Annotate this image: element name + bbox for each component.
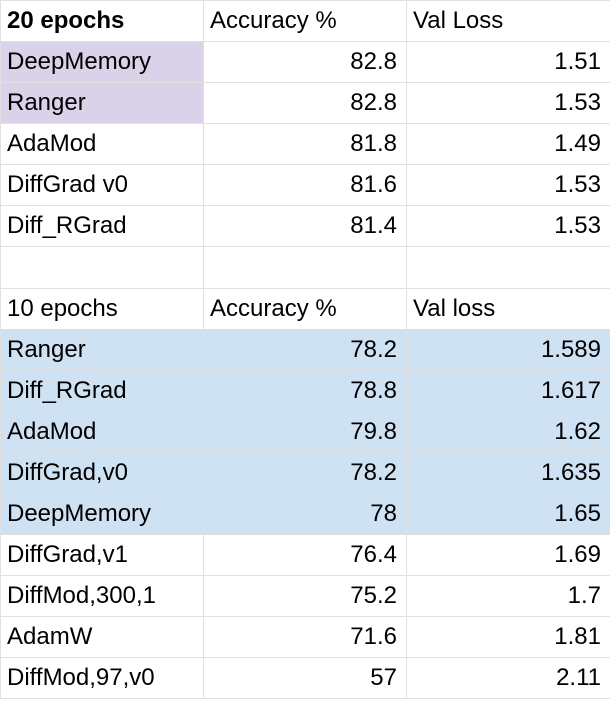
val-loss-cell[interactable]: 1.53 [406,82,610,124]
val-loss-cell[interactable]: 1.589 [406,329,610,371]
optimizer-cell[interactable]: AdamW [0,616,204,658]
optimizer-cell[interactable]: DiffGrad,v1 [0,534,204,576]
empty-cell[interactable] [203,246,407,289]
val-loss-cell[interactable]: 1.51 [406,41,610,83]
results-table: 20 epochs Accuracy % Val Loss DeepMemory 82.… [0,0,610,699]
accuracy-cell[interactable]: 79.8 [203,411,407,453]
table-row: DiffGrad,v1 76.4 1.69 [0,534,610,576]
header-cell-val-loss[interactable]: Val loss [406,288,610,330]
table2-header-row: 10 epochs Accuracy % Val loss [0,288,610,330]
header-cell-label[interactable]: 10 epochs [0,288,204,330]
table-row: DiffGrad,v0 78.2 1.635 [0,452,610,494]
val-loss-cell[interactable]: 1.53 [406,205,610,247]
blank-row [0,246,610,289]
optimizer-cell[interactable]: DiffGrad v0 [0,164,204,206]
empty-cell[interactable] [406,246,610,289]
optimizer-cell[interactable]: DiffMod,97,v0 [0,657,204,699]
optimizer-cell[interactable]: AdaMod [0,411,204,453]
optimizer-cell[interactable]: DiffGrad,v0 [0,452,204,494]
val-loss-cell[interactable]: 2.11 [406,657,610,699]
val-loss-cell[interactable]: 1.49 [406,123,610,165]
val-loss-cell[interactable]: 1.81 [406,616,610,658]
val-loss-cell[interactable]: 1.53 [406,164,610,206]
val-loss-cell[interactable]: 1.7 [406,575,610,617]
optimizer-cell[interactable]: Ranger [0,82,204,124]
accuracy-cell[interactable]: 71.6 [203,616,407,658]
table-row: DeepMemory 78 1.65 [0,493,610,535]
table-row: Ranger 78.2 1.589 [0,329,610,371]
optimizer-cell[interactable]: Ranger [0,329,204,371]
header-cell-accuracy[interactable]: Accuracy % [203,0,407,42]
accuracy-cell[interactable]: 78.2 [203,452,407,494]
val-loss-cell[interactable]: 1.65 [406,493,610,535]
accuracy-cell[interactable]: 78.8 [203,370,407,412]
optimizer-cell[interactable]: DeepMemory [0,41,204,83]
accuracy-cell[interactable]: 75.2 [203,575,407,617]
header-cell-label[interactable]: 20 epochs [0,0,204,42]
header-cell-accuracy[interactable]: Accuracy % [203,288,407,330]
accuracy-cell[interactable]: 82.8 [203,41,407,83]
table-row: AdamW 71.6 1.81 [0,616,610,658]
table-body: 20 epochs Accuracy % Val Loss DeepMemory 82.… [0,0,610,699]
table-row: DiffGrad v0 81.6 1.53 [0,164,610,206]
table-row: DiffMod,300,1 75.2 1.7 [0,575,610,617]
table-row: Diff_RGrad 81.4 1.53 [0,205,610,247]
optimizer-cell[interactable]: DiffMod,300,1 [0,575,204,617]
table-row: DeepMemory 82.8 1.51 [0,41,610,83]
table-row: AdaMod 79.8 1.62 [0,411,610,453]
header-cell-val-loss[interactable]: Val Loss [406,0,610,42]
optimizer-cell[interactable]: Diff_RGrad [0,370,204,412]
accuracy-cell[interactable]: 81.6 [203,164,407,206]
val-loss-cell[interactable]: 1.635 [406,452,610,494]
accuracy-cell[interactable]: 57 [203,657,407,699]
val-loss-cell[interactable]: 1.617 [406,370,610,412]
accuracy-cell[interactable]: 81.8 [203,123,407,165]
optimizer-cell[interactable]: Diff_RGrad [0,205,204,247]
optimizer-cell[interactable]: DeepMemory [0,493,204,535]
accuracy-cell[interactable]: 76.4 [203,534,407,576]
table-row: Ranger 82.8 1.53 [0,82,610,124]
optimizer-cell[interactable]: AdaMod [0,123,204,165]
accuracy-cell[interactable]: 78.2 [203,329,407,371]
table-row: AdaMod 81.8 1.49 [0,123,610,165]
val-loss-cell[interactable]: 1.62 [406,411,610,453]
empty-cell[interactable] [0,246,204,289]
accuracy-cell[interactable]: 81.4 [203,205,407,247]
accuracy-cell[interactable]: 82.8 [203,82,407,124]
table1-header-row: 20 epochs Accuracy % Val Loss [0,0,610,42]
accuracy-cell[interactable]: 78 [203,493,407,535]
table-row: DiffMod,97,v0 57 2.11 [0,657,610,699]
val-loss-cell[interactable]: 1.69 [406,534,610,576]
table-row: Diff_RGrad 78.8 1.617 [0,370,610,412]
